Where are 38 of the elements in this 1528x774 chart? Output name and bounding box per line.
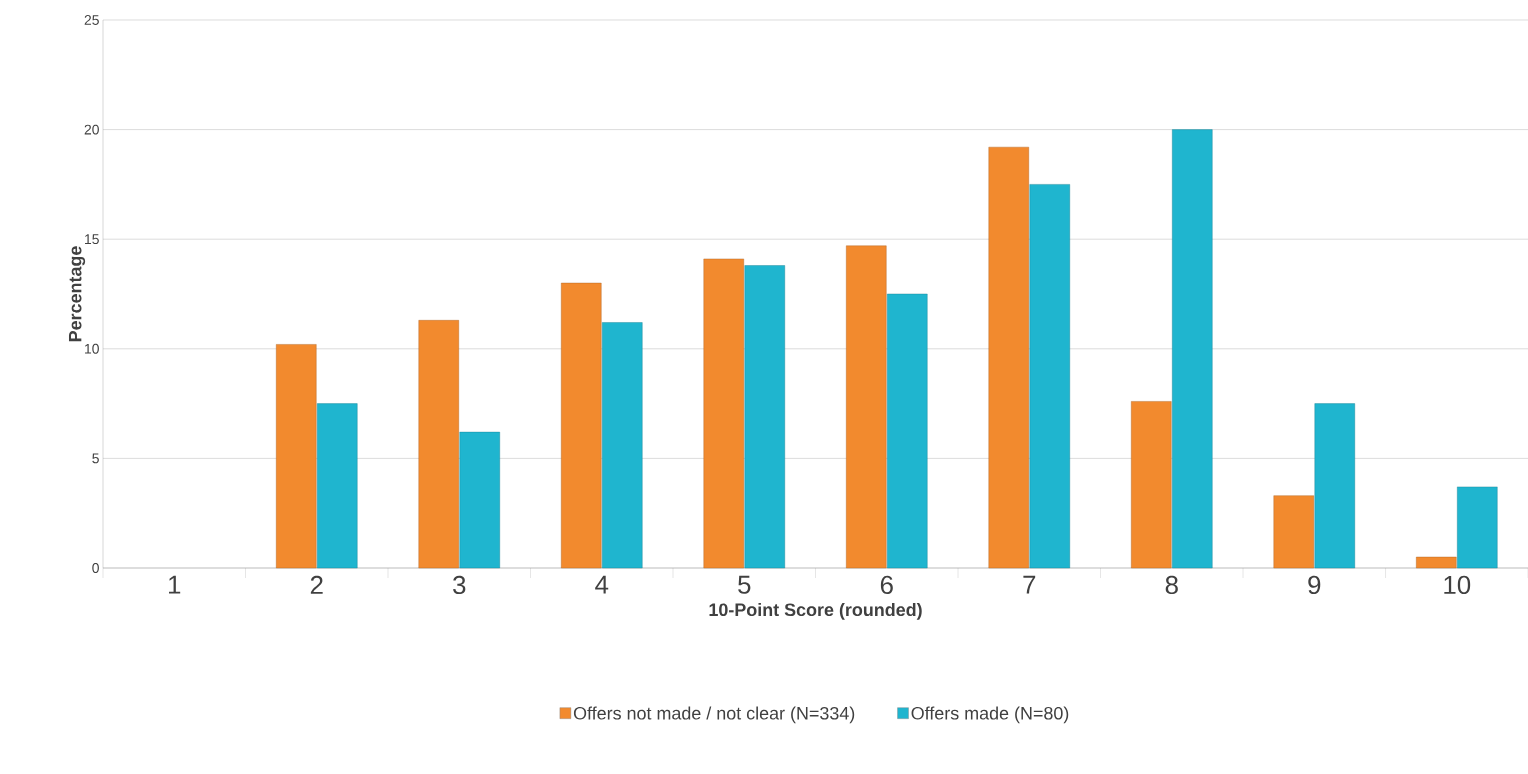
x-axis-title: 10-Point Score (rounded) [709, 602, 922, 620]
y-tick-label: 20 [84, 124, 99, 135]
x-tick-label: 8 [1165, 575, 1178, 595]
x-tick-label: 7 [1023, 575, 1036, 594]
bar [561, 282, 602, 569]
bar [1457, 486, 1498, 569]
bar [459, 431, 500, 569]
x-tick-label: 5 [738, 575, 751, 594]
bar [1131, 401, 1172, 569]
bar [1314, 403, 1355, 569]
bar [744, 265, 785, 569]
x-tick-label: 9 [1308, 575, 1321, 595]
bar [317, 403, 358, 569]
bar [703, 258, 744, 569]
bar [1172, 129, 1213, 569]
y-tick-label: 0 [92, 563, 99, 573]
y-tick-label: 15 [85, 234, 99, 245]
legend-label: Offers made (N=80) [911, 706, 1069, 724]
bar [1416, 556, 1457, 569]
legend-label: Offers not made / not clear (N=334) [573, 706, 855, 724]
bar [276, 344, 317, 569]
x-tick-label: 10 [1444, 575, 1471, 595]
x-tick-label: 1 [169, 575, 181, 594]
y-tick-label: 5 [92, 453, 99, 464]
bar [1029, 184, 1070, 569]
bar [887, 293, 928, 569]
x-tick-label: 6 [880, 575, 893, 595]
bar [1273, 495, 1314, 569]
bar [602, 322, 643, 569]
y-tick-label: 25 [84, 15, 99, 25]
bar [988, 146, 1029, 569]
y-tick-label: 10 [85, 343, 99, 354]
x-tick-label: 2 [310, 575, 323, 594]
y-axis-title: Percentage [68, 246, 86, 342]
x-tick-label: 3 [453, 575, 466, 595]
bar [418, 320, 459, 569]
bar [846, 245, 887, 569]
x-tick-label: 4 [595, 575, 609, 594]
